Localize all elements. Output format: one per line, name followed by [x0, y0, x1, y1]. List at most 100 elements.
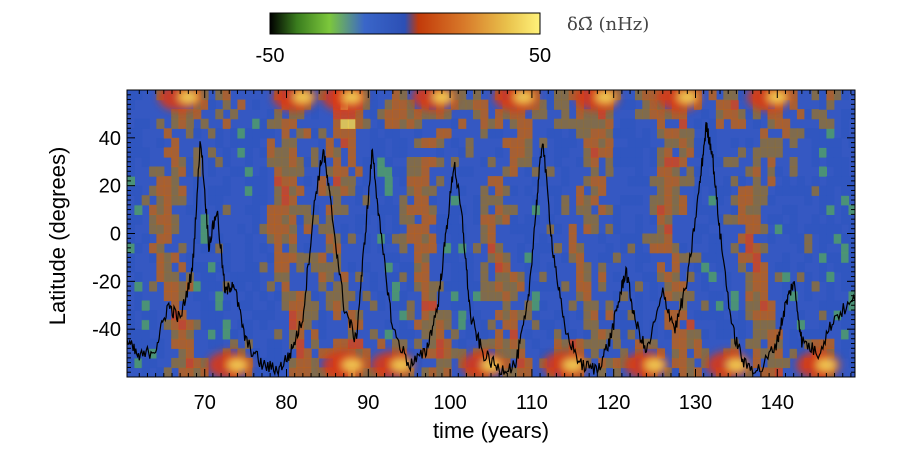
heatmap-cell [171, 195, 180, 206]
heatmap-cell [200, 310, 209, 321]
heatmap-cell [200, 118, 209, 129]
heatmap-cell [134, 137, 143, 148]
heatmap-cell [554, 223, 562, 235]
heatmap-cell [664, 147, 673, 158]
heatmap-cell [561, 109, 570, 120]
heatmap-cell [473, 281, 481, 292]
heatmap-cell [730, 243, 739, 254]
heatmap-cell [362, 262, 371, 273]
heatmap-cell [576, 109, 585, 120]
heatmap-cell [274, 166, 283, 177]
heatmap-cell [774, 109, 783, 120]
heatmap-cell [414, 109, 423, 120]
heatmap-cell [531, 300, 540, 311]
heatmap-cell [156, 367, 165, 377]
heatmap-cell [826, 118, 835, 129]
heatmap-cell [369, 204, 378, 215]
heatmap-cell [421, 157, 430, 168]
heatmap-cell [789, 157, 798, 168]
heatmap-cell [392, 271, 400, 282]
heatmap-cell [303, 128, 312, 139]
heatmap-cell [752, 166, 761, 177]
heatmap-cell [708, 204, 717, 215]
heatmap-cell [171, 338, 180, 349]
heatmap-cell [428, 157, 437, 168]
heatmap-blob [513, 91, 534, 104]
heatmap-cell [480, 271, 489, 282]
heatmap-cell [377, 338, 386, 349]
heatmap-cell [664, 233, 673, 244]
heatmap-cell [399, 99, 408, 110]
heatmap-cell [819, 118, 827, 129]
heatmap-cell [679, 281, 688, 292]
heatmap-cell [620, 157, 629, 168]
heatmap-cell [200, 300, 209, 311]
heatmap-cell [399, 243, 408, 254]
heatmap-cell [833, 262, 842, 273]
heatmap-cell [554, 204, 562, 215]
heatmap-cell [502, 338, 511, 349]
heatmap-cell [392, 281, 400, 292]
heatmap-cell [281, 166, 290, 177]
heatmap-cell [627, 243, 636, 254]
heatmap-cell [796, 348, 805, 359]
heatmap-cell [811, 137, 820, 148]
heatmap-cell [738, 252, 746, 263]
heatmap-cell [819, 300, 827, 311]
heatmap-cell [171, 290, 180, 302]
heatmap-cell [296, 300, 305, 311]
heatmap-cell [598, 176, 607, 187]
heatmap-cell [576, 157, 585, 168]
heatmap-cell [612, 271, 621, 282]
heatmap-cell [355, 195, 364, 206]
heatmap-cell [841, 195, 850, 206]
heatmap-cell [612, 367, 621, 377]
heatmap-cell [259, 166, 268, 177]
heatmap-cell [671, 128, 680, 139]
heatmap-cell [583, 329, 592, 340]
heatmap-cell [473, 214, 481, 225]
heatmap-blob [644, 359, 665, 372]
heatmap-cell [782, 281, 791, 292]
heatmap-cell [230, 166, 239, 177]
heatmap-cell [215, 137, 224, 148]
heatmap-cell [399, 271, 408, 282]
heatmap-cell [156, 166, 165, 177]
heatmap-cell [215, 109, 224, 120]
heatmap-cell [436, 137, 445, 148]
heatmap-cell [495, 176, 504, 187]
heatmap-cell [531, 166, 540, 177]
heatmap-cell [789, 223, 798, 235]
heatmap-cell [598, 329, 607, 340]
heatmap-cell [289, 166, 297, 177]
heatmap-cell [281, 223, 290, 235]
heatmap-cell [752, 204, 761, 215]
heatmap-cell [495, 214, 504, 225]
heatmap-cell [561, 137, 570, 148]
heatmap-cell [487, 252, 496, 263]
heatmap-cell [782, 204, 791, 215]
heatmap-cell [259, 118, 268, 129]
heatmap-cell [392, 290, 400, 302]
heatmap-cell [377, 166, 386, 177]
heatmap-cell [244, 243, 253, 254]
heatmap-cell [259, 223, 268, 235]
heatmap-cell [163, 204, 172, 215]
heatmap-cell [163, 176, 172, 187]
heatmap-cell [715, 329, 724, 340]
heatmap-cell [590, 214, 599, 225]
heatmap-cell [583, 357, 592, 369]
heatmap-cell [318, 223, 327, 235]
heatmap-cell [421, 271, 430, 282]
heatmap-cell [524, 147, 533, 158]
heatmap-cell [436, 223, 445, 235]
heatmap-cell [590, 147, 599, 158]
heatmap-cell [215, 329, 224, 340]
heatmap-cell [208, 166, 216, 177]
heatmap-cell [649, 176, 658, 187]
heatmap-cell [384, 118, 393, 129]
heatmap-cell [671, 157, 680, 168]
heatmap-cell [841, 262, 850, 273]
heatmap-cell [730, 319, 739, 330]
heatmap-cell [487, 338, 496, 349]
